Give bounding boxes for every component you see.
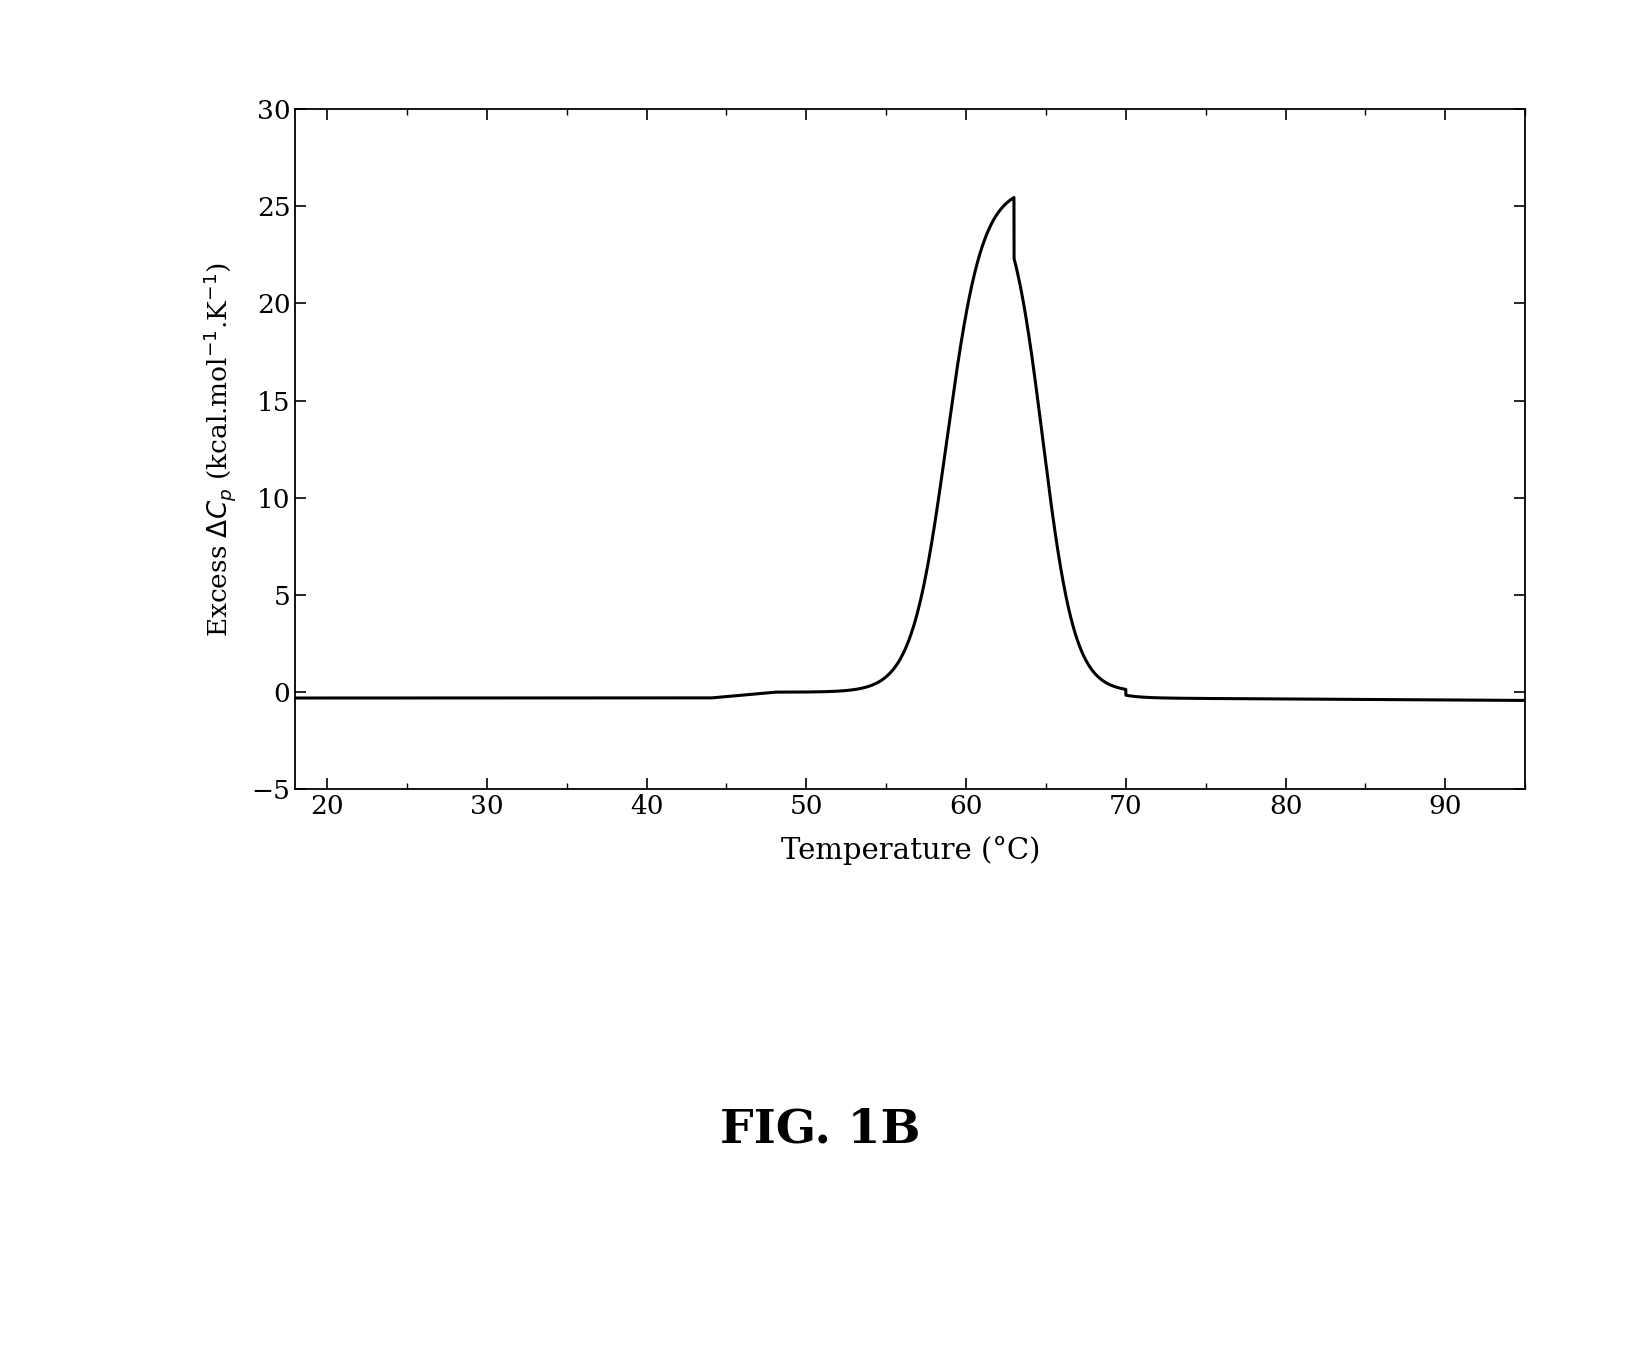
Text: FIG. 1B: FIG. 1B <box>720 1106 919 1153</box>
X-axis label: Temperature (°C): Temperature (°C) <box>780 836 1039 866</box>
Y-axis label: Excess $\Delta C_p$ (kcal.mol$^{-1}$.K$^{-1}$): Excess $\Delta C_p$ (kcal.mol$^{-1}$.K$^… <box>200 261 238 637</box>
